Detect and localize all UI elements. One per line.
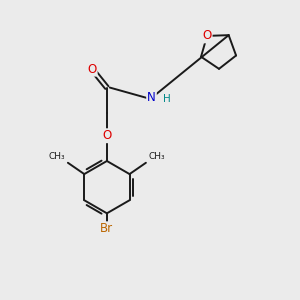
Text: O: O xyxy=(102,129,112,142)
Text: CH₃: CH₃ xyxy=(148,152,165,161)
Text: CH₃: CH₃ xyxy=(49,152,65,161)
Text: O: O xyxy=(87,63,97,76)
Text: N: N xyxy=(147,92,156,104)
Text: Br: Br xyxy=(100,222,113,235)
Text: H: H xyxy=(163,94,171,104)
Text: O: O xyxy=(202,29,211,42)
